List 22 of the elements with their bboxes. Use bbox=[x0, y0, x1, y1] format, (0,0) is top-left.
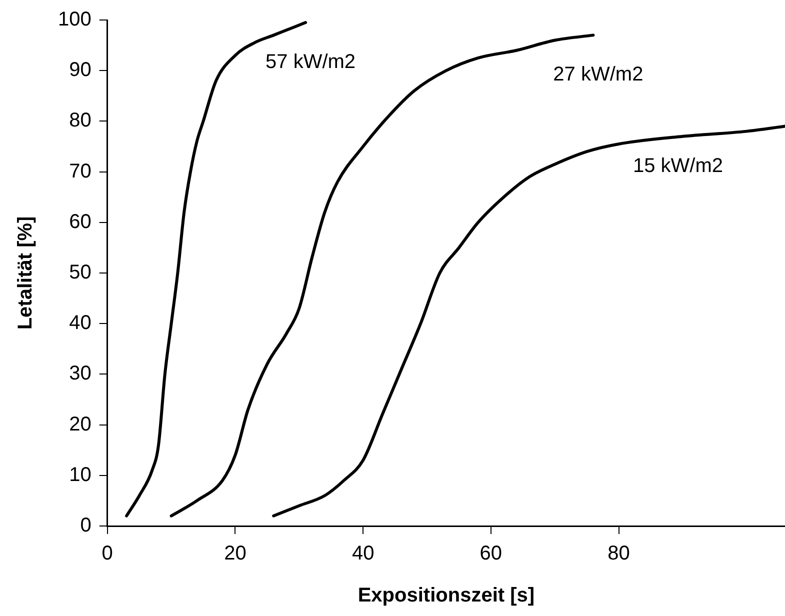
y-tick-label: 70 bbox=[69, 160, 92, 182]
x-tick-label: 20 bbox=[224, 542, 246, 565]
y-tick-label: 60 bbox=[69, 210, 92, 233]
x-tick-label: 60 bbox=[480, 542, 502, 565]
y-tick-label: 40 bbox=[69, 312, 92, 334]
y-tick-label: 30 bbox=[69, 362, 92, 385]
line-series bbox=[272, 124, 785, 518]
x-axis-title: Expositionszeit [s] bbox=[358, 584, 535, 607]
series-label: 57 kW/m2 bbox=[266, 51, 356, 74]
x-tick-label: 0 bbox=[102, 542, 113, 565]
x-tick-label: 40 bbox=[352, 542, 374, 565]
series-label: 15 kW/m2 bbox=[632, 154, 723, 177]
y-tick-label: 80 bbox=[69, 110, 92, 132]
y-tick-label: 50 bbox=[69, 262, 92, 284]
x-tick-label: 80 bbox=[608, 542, 630, 565]
y-tick-label: 0 bbox=[80, 514, 92, 537]
y-axis-title: Letalität [%] bbox=[14, 216, 37, 330]
y-tick-label: 90 bbox=[69, 59, 92, 82]
y-tick-label: 20 bbox=[69, 413, 92, 436]
series-label: 27 kW/m2 bbox=[553, 64, 644, 86]
y-tick-label: 10 bbox=[69, 464, 92, 486]
y-tick-label: 100 bbox=[58, 8, 92, 31]
